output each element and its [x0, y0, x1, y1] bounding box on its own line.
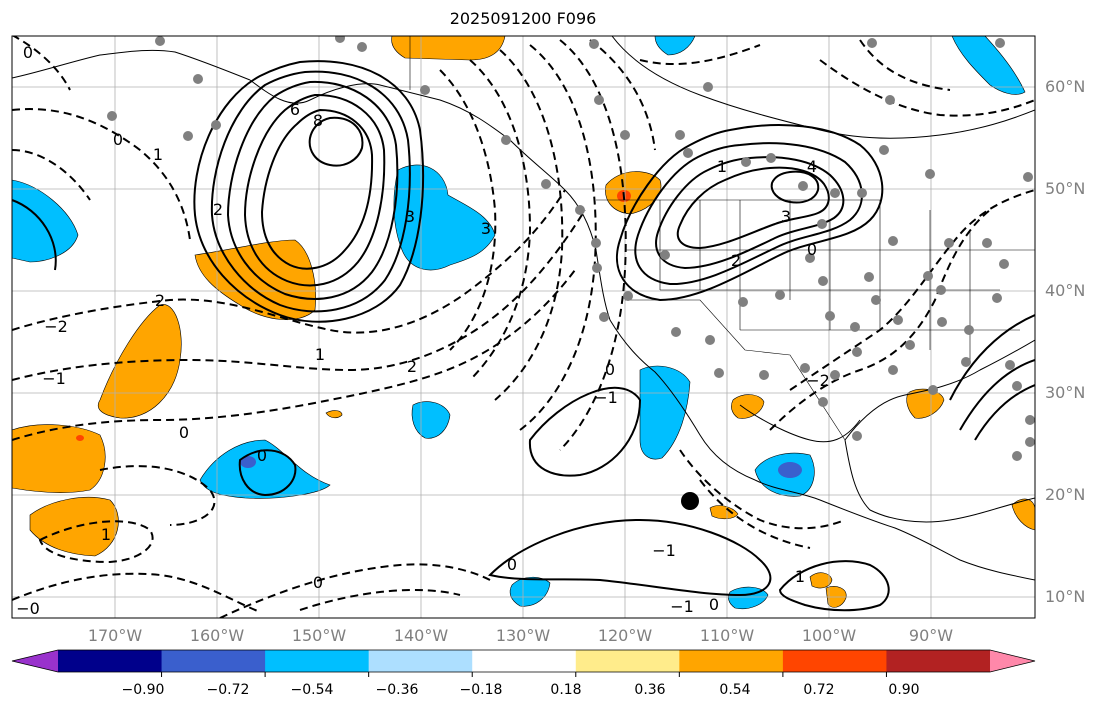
colorbar-segment — [161, 650, 266, 672]
colorbar-extend-low — [12, 650, 58, 672]
colorbar-tick-label: 0.54 — [719, 682, 751, 698]
lon-label-110w: 110°W — [699, 626, 755, 645]
colorbar-tick-label: −0.90 — [121, 682, 165, 698]
colorbar-tick-label: −0.36 — [375, 682, 419, 698]
colorbar-tick-label: −0.54 — [290, 682, 334, 698]
colorbar-segment — [472, 650, 577, 672]
contour-label: 3 — [405, 207, 415, 226]
contour-label: 8 — [313, 111, 323, 130]
station-dots — [107, 36, 1035, 461]
contour-label: 2 — [731, 251, 741, 270]
lat-label-50: 50°N — [1045, 179, 1086, 198]
colorbar-segment — [575, 650, 680, 672]
colorbar-segment — [368, 650, 473, 672]
negative-anomaly-shading — [12, 36, 1026, 610]
contour-label: −0 — [16, 599, 40, 618]
contours-dashed — [12, 36, 1035, 618]
map-title: 2025091200 F096 — [449, 9, 597, 28]
political-borders — [409, 36, 1035, 441]
contour-label: 0 — [23, 43, 33, 62]
lon-label-90w: 90°W — [908, 626, 954, 645]
colorbar-extend-high — [990, 650, 1035, 672]
colorbar-segment — [265, 650, 370, 672]
contour-label: 2 — [213, 200, 223, 219]
contour-label: −1 — [594, 388, 618, 407]
colorbar-tick-label: 0.18 — [550, 682, 582, 698]
contour-labels: 0 1 2 3 4 8 6 0 1 2 −2 −1 0 2 3 1 0 −1 0… — [16, 43, 830, 618]
colorbar-segment — [679, 650, 784, 672]
contour-label: 0 — [709, 595, 719, 614]
contour-label: 1 — [315, 345, 325, 364]
contour-label: 2 — [155, 291, 165, 310]
lon-label-130w: 130°W — [495, 626, 551, 645]
contour-label: 0 — [807, 240, 817, 259]
colorbar-segment — [782, 650, 887, 672]
contour-label: 4 — [807, 157, 817, 176]
lat-label-40: 40°N — [1045, 281, 1086, 300]
lon-label-150w: 150°W — [291, 626, 347, 645]
lon-label-160w: 160°W — [189, 626, 245, 645]
colorbar-tick-label: 0.90 — [888, 682, 920, 698]
contour-label: 6 — [290, 100, 300, 119]
contour-label: 1 — [795, 567, 805, 586]
contour-label: 0 — [179, 423, 189, 442]
contour-label: 1 — [717, 157, 727, 176]
contour-label: −1 — [670, 597, 694, 616]
lon-label-140w: 140°W — [393, 626, 449, 645]
positive-anomaly-shading — [12, 36, 1035, 608]
contour-label: −1 — [652, 541, 676, 560]
contour-label: 1 — [101, 525, 111, 544]
colorbar-tick-label: 0.72 — [803, 682, 835, 698]
lon-label-170w: 170°W — [87, 626, 143, 645]
contour-label: 0 — [113, 130, 123, 149]
colorbar-segment — [886, 650, 991, 672]
colorbar-segment — [58, 650, 163, 672]
map-frame — [11, 35, 1036, 619]
contour-label: 0 — [257, 446, 267, 465]
lat-label-10: 10°N — [1045, 587, 1086, 606]
colorbar-tick-label: −0.72 — [206, 682, 250, 698]
contour-label: 3 — [781, 207, 791, 226]
lat-label-20: 20°N — [1045, 485, 1086, 504]
lon-label-100w: 100°W — [801, 626, 857, 645]
colorbar-tick-label: −0.18 — [459, 682, 503, 698]
contour-label: −2 — [44, 317, 68, 336]
colorbar — [11, 649, 1036, 677]
storm-center-marker — [681, 492, 699, 510]
lat-label-60: 60°N — [1045, 77, 1086, 96]
contour-label: −1 — [42, 369, 66, 388]
contours-solid — [12, 60, 1035, 612]
contour-label: 0 — [507, 555, 517, 574]
colorbar-outline — [11, 649, 1036, 673]
colorbar-tick-label: 0.36 — [634, 682, 666, 698]
strong-negative-spots — [240, 456, 802, 478]
contour-label: 3 — [481, 219, 491, 238]
contour-label: 2 — [407, 357, 417, 376]
contour-label: −2 — [806, 371, 830, 390]
contour-label: 0 — [605, 360, 615, 379]
contour-label: 1 — [153, 145, 163, 164]
lat-label-30: 30°N — [1045, 383, 1086, 402]
lon-label-120w: 120°W — [597, 626, 653, 645]
contour-label: 0 — [313, 573, 323, 592]
